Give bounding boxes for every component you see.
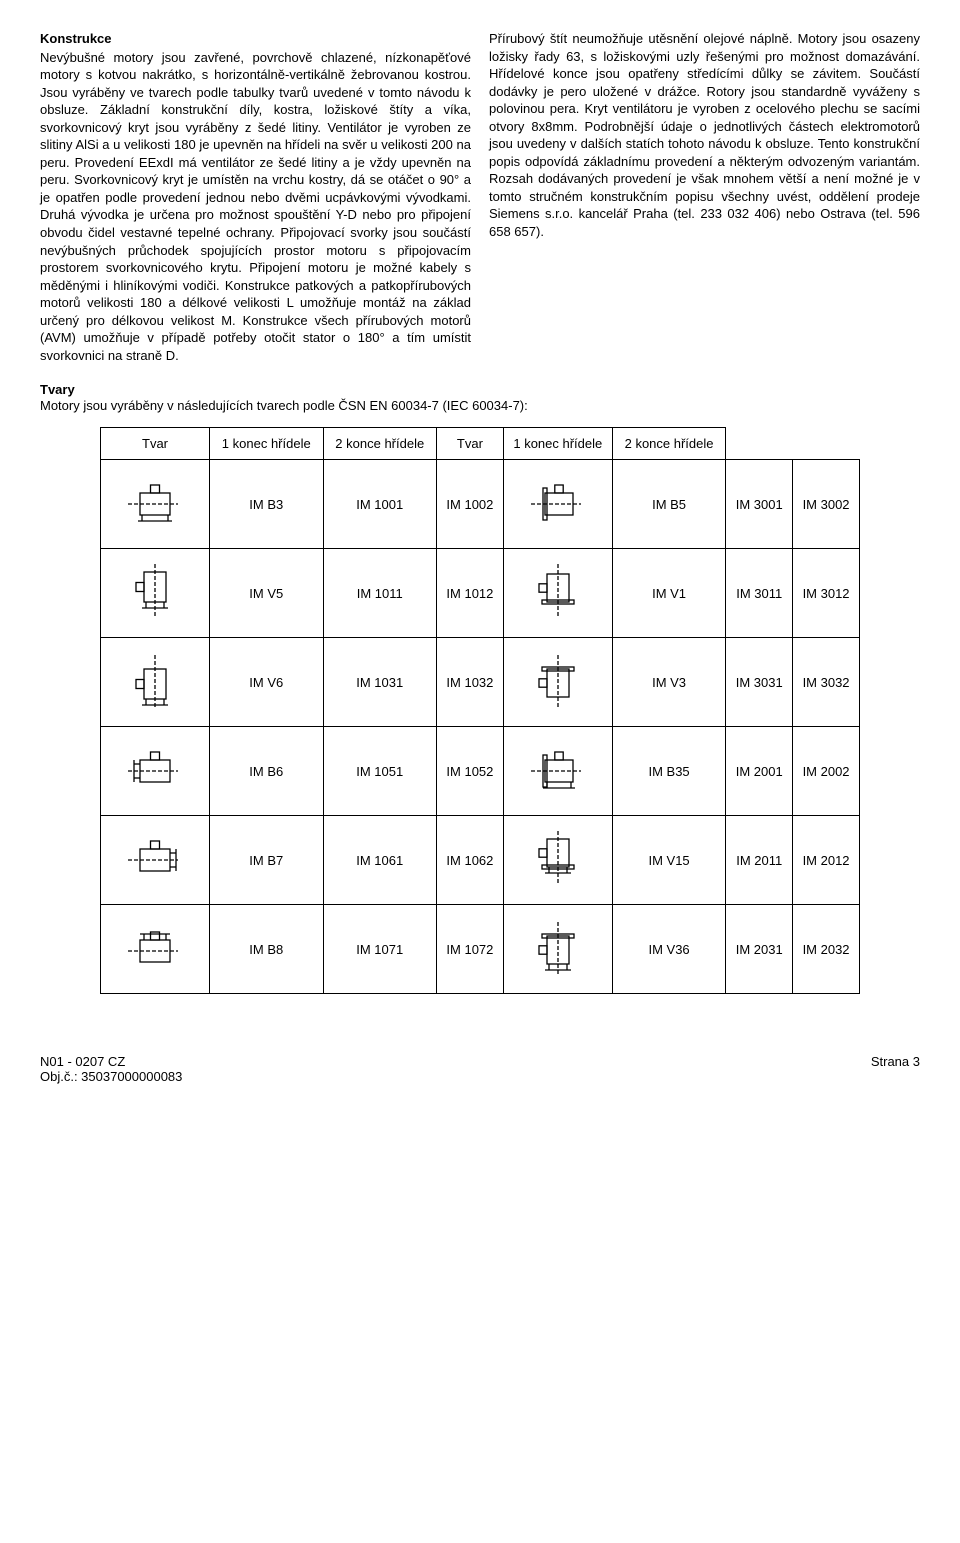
one-cell: IM 3011	[726, 549, 793, 638]
code-cell: IM V15	[612, 816, 726, 905]
two-cell: IM 2032	[793, 905, 860, 994]
two-cell: IM 3002	[793, 460, 860, 549]
code-cell: IM V6	[210, 638, 324, 727]
table-row: IM V6IM 1031IM 1032 IM V3IM 3031IM 3032	[101, 638, 860, 727]
motor-icon	[120, 469, 190, 539]
motor-icon	[523, 558, 593, 628]
motor-icon-cell	[503, 460, 612, 549]
right-column: Přírubový štít neumožňuje utěsnění olejo…	[489, 30, 920, 364]
konstrukce-body: Nevýbušné motory jsou zavřené, povrchově…	[40, 49, 471, 365]
motor-icon-cell	[101, 905, 210, 994]
one-cell: IM 1001	[323, 460, 437, 549]
one-cell: IM 1061	[323, 816, 437, 905]
code-cell: IM V5	[210, 549, 324, 638]
two-cell: IM 1062	[437, 816, 504, 905]
motor-icon-cell	[503, 905, 612, 994]
code-cell: IM B5	[612, 460, 726, 549]
code-cell: IM V3	[612, 638, 726, 727]
footer-left-1: N01 - 0207 CZ	[40, 1054, 182, 1069]
motor-icon	[120, 558, 190, 628]
tvary-heading: Tvary	[40, 382, 920, 397]
two-cell: IM 1052	[437, 727, 504, 816]
table-header-row: Tvar 1 konec hřídele 2 konce hřídele Tva…	[101, 428, 860, 460]
th-one-l: 1 konec hřídele	[210, 428, 324, 460]
footer-left-2: Obj.č.: 35037000000083	[40, 1069, 182, 1084]
th-one-r: 1 konec hřídele	[503, 428, 612, 460]
one-cell: IM 1011	[323, 549, 437, 638]
right-body: Přírubový štít neumožňuje utěsnění olejo…	[489, 30, 920, 241]
code-cell: IM V36	[612, 905, 726, 994]
th-two-r: 2 konce hřídele	[612, 428, 726, 460]
one-cell: IM 1051	[323, 727, 437, 816]
one-cell: IM 2001	[726, 727, 793, 816]
table-row: IM B7IM 1061IM 1062 IM V15IM 2011IM 2012	[101, 816, 860, 905]
text-columns: Konstrukce Nevýbušné motory jsou zavřené…	[40, 30, 920, 364]
one-cell: IM 1031	[323, 638, 437, 727]
motor-icon-cell	[503, 727, 612, 816]
th-tvar-r: Tvar	[437, 428, 504, 460]
two-cell: IM 3032	[793, 638, 860, 727]
motor-icon	[523, 469, 593, 539]
motor-icon-cell	[503, 816, 612, 905]
code-cell: IM B3	[210, 460, 324, 549]
code-cell: IM V1	[612, 549, 726, 638]
motor-icon-cell	[503, 638, 612, 727]
shapes-table: Tvar 1 konec hřídele 2 konce hřídele Tva…	[100, 427, 860, 994]
motor-icon-cell	[101, 549, 210, 638]
one-cell: IM 2011	[726, 816, 793, 905]
motor-icon	[120, 647, 190, 717]
one-cell: IM 3001	[726, 460, 793, 549]
motor-icon-cell	[101, 638, 210, 727]
left-column: Konstrukce Nevýbušné motory jsou zavřené…	[40, 30, 471, 364]
motor-icon-cell	[101, 816, 210, 905]
konstrukce-heading: Konstrukce	[40, 30, 471, 48]
motor-icon	[120, 825, 190, 895]
motor-icon-cell	[503, 549, 612, 638]
motor-icon	[120, 736, 190, 806]
two-cell: IM 2002	[793, 727, 860, 816]
code-cell: IM B7	[210, 816, 324, 905]
table-row: IM B6IM 1051IM 1052 IM B35IM 2001IM 2002	[101, 727, 860, 816]
code-cell: IM B35	[612, 727, 726, 816]
two-cell: IM 1002	[437, 460, 504, 549]
page-footer: N01 - 0207 CZ Obj.č.: 35037000000083 Str…	[40, 1054, 920, 1084]
two-cell: IM 1032	[437, 638, 504, 727]
one-cell: IM 1071	[323, 905, 437, 994]
motor-icon	[523, 825, 593, 895]
one-cell: IM 2031	[726, 905, 793, 994]
tvary-intro: Motory jsou vyráběny v následujících tva…	[40, 398, 920, 413]
code-cell: IM B8	[210, 905, 324, 994]
two-cell: IM 2012	[793, 816, 860, 905]
motor-icon	[523, 914, 593, 984]
table-row: IM B3IM 1001IM 1002 IM B5IM 3001IM 3002	[101, 460, 860, 549]
table-row: IM B8IM 1071IM 1072 IM V36IM 2031IM 2032	[101, 905, 860, 994]
code-cell: IM B6	[210, 727, 324, 816]
th-two-l: 2 konce hřídele	[323, 428, 437, 460]
motor-icon-cell	[101, 460, 210, 549]
table-row: IM V5IM 1011IM 1012 IM V1IM 3011IM 3012	[101, 549, 860, 638]
motor-icon	[523, 647, 593, 717]
two-cell: IM 1012	[437, 549, 504, 638]
motor-icon-cell	[101, 727, 210, 816]
footer-left: N01 - 0207 CZ Obj.č.: 35037000000083	[40, 1054, 182, 1084]
two-cell: IM 1072	[437, 905, 504, 994]
motor-icon	[523, 736, 593, 806]
th-tvar-l: Tvar	[101, 428, 210, 460]
footer-right: Strana 3	[871, 1054, 920, 1084]
motor-icon	[120, 914, 190, 984]
two-cell: IM 3012	[793, 549, 860, 638]
one-cell: IM 3031	[726, 638, 793, 727]
